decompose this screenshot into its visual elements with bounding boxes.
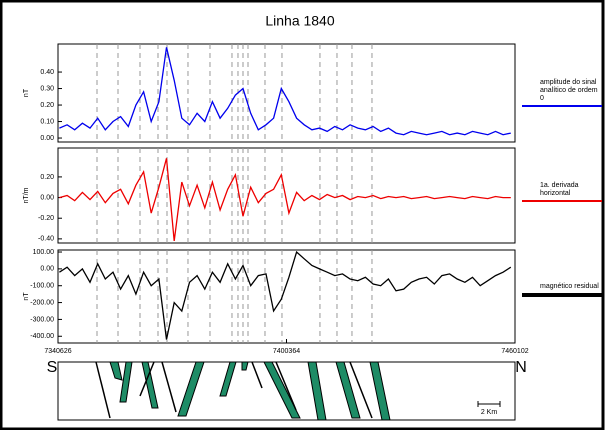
legend-line (522, 292, 602, 297)
plot-frame (57, 43, 516, 143)
y-tick-label: 0.30 (40, 85, 54, 92)
y-tick-label: 0.00 (40, 135, 54, 142)
data-line (59, 47, 511, 136)
x-tick-label: 7340626 (44, 348, 71, 355)
y-axis-label: nT (23, 292, 30, 301)
body (241, 361, 249, 371)
section: 2 Km S N (47, 359, 527, 421)
legend: 1a. derivada horizontal (522, 182, 602, 202)
legend-label: magnético residual (540, 282, 599, 290)
y-tick-label: 0.00 (40, 266, 54, 273)
legend: magnético residual (522, 283, 602, 297)
data-line (59, 158, 511, 241)
contact (275, 361, 297, 411)
body (141, 361, 159, 409)
y-tick-label: 0.20 (40, 174, 54, 181)
section-box (57, 361, 516, 421)
body (177, 361, 205, 417)
y-tick-label: -400.00 (30, 333, 54, 340)
x-tick-label: 7400364 (273, 348, 300, 355)
y-tick-label: -300.00 (30, 316, 54, 323)
x-tick-label: 7460102 (501, 348, 528, 355)
scale-label: 2 Km (481, 409, 498, 416)
legend-line (522, 105, 602, 107)
y-tick-label: 100.00 (33, 249, 55, 256)
data-line (59, 250, 512, 340)
plot-frame (57, 147, 516, 244)
contact (161, 361, 177, 413)
contact (95, 361, 111, 419)
body (335, 361, 361, 419)
y-tick-label: -100.00 (30, 283, 54, 290)
body (263, 361, 301, 419)
contact (139, 361, 155, 397)
legend-label: 1a. derivada horizontal (540, 181, 579, 197)
y-tick-label: -0.40 (38, 236, 54, 243)
chart-title: Linha 1840 (265, 13, 335, 29)
y-tick-label: 0.00 (40, 194, 54, 201)
body (369, 361, 391, 421)
y-axis-label: nT (23, 88, 30, 97)
contact (251, 361, 263, 389)
legend: amplitude do sinal analítico de ordem 0 (522, 79, 602, 107)
body (219, 361, 237, 397)
y-tick-label: 0.10 (40, 118, 54, 125)
legend-label: amplitude do sinal analítico de ordem 0 (540, 79, 598, 102)
y-tick-label: 0.40 (40, 69, 54, 76)
y-tick-label: -200.00 (30, 299, 54, 306)
y-tick-label: 0.20 (40, 102, 54, 109)
body (307, 361, 327, 421)
body (109, 361, 123, 381)
section-left: S (47, 359, 58, 376)
plot-frame (57, 249, 516, 344)
contact (349, 361, 373, 419)
y-axis-label: nT/m (23, 187, 30, 203)
body (119, 361, 133, 403)
section-right: N (515, 359, 527, 376)
y-tick-label: -0.20 (38, 215, 54, 222)
legend-line (522, 199, 602, 202)
